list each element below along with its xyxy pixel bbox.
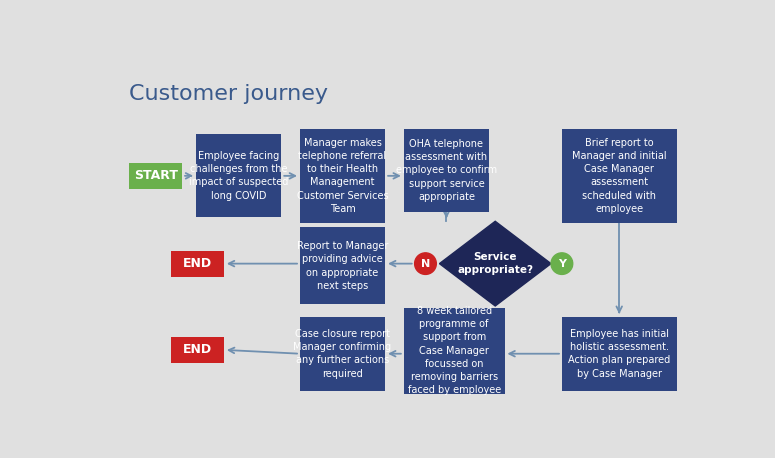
Text: Report to Manager
providing advice
on appropriate
next steps: Report to Manager providing advice on ap… xyxy=(297,241,388,291)
FancyBboxPatch shape xyxy=(562,129,677,223)
Circle shape xyxy=(551,253,573,274)
FancyBboxPatch shape xyxy=(300,228,385,305)
Text: N: N xyxy=(421,259,430,269)
FancyBboxPatch shape xyxy=(404,129,489,212)
Text: START: START xyxy=(134,169,177,182)
FancyBboxPatch shape xyxy=(171,251,224,277)
Text: Employee has initial
holistic assessment.
Action plan prepared
by Case Manager: Employee has initial holistic assessment… xyxy=(568,329,670,378)
Text: Service
appropriate?: Service appropriate? xyxy=(457,252,533,275)
Text: OHA telephone
assessment with
employee to confirm
support service
appropriate: OHA telephone assessment with employee t… xyxy=(396,139,497,202)
FancyBboxPatch shape xyxy=(171,337,224,363)
FancyBboxPatch shape xyxy=(300,317,385,391)
Text: 8 week tailored
programme of
support from
Case Manager
focussed on
removing barr: 8 week tailored programme of support fro… xyxy=(408,306,501,395)
Text: Manager makes
telephone referral
to their Health
Management
Customer Services
Te: Manager makes telephone referral to thei… xyxy=(297,138,388,214)
Polygon shape xyxy=(439,221,551,306)
Text: Y: Y xyxy=(558,259,566,269)
FancyBboxPatch shape xyxy=(562,317,677,391)
Text: Case closure report
Manager confirming
any further actions
required: Case closure report Manager confirming a… xyxy=(294,329,391,378)
FancyBboxPatch shape xyxy=(196,134,281,218)
FancyBboxPatch shape xyxy=(404,307,505,394)
Text: Employee facing
challenges from the
impact of suspected
long COVID: Employee facing challenges from the impa… xyxy=(189,151,288,201)
Text: Customer journey: Customer journey xyxy=(129,84,329,104)
Text: END: END xyxy=(183,344,212,356)
Circle shape xyxy=(415,253,436,274)
Text: Brief report to
Manager and initial
Case Manager
assessment
scheduled with
emplo: Brief report to Manager and initial Case… xyxy=(572,138,666,214)
FancyBboxPatch shape xyxy=(129,163,182,189)
FancyBboxPatch shape xyxy=(300,129,385,223)
Text: END: END xyxy=(183,257,212,270)
